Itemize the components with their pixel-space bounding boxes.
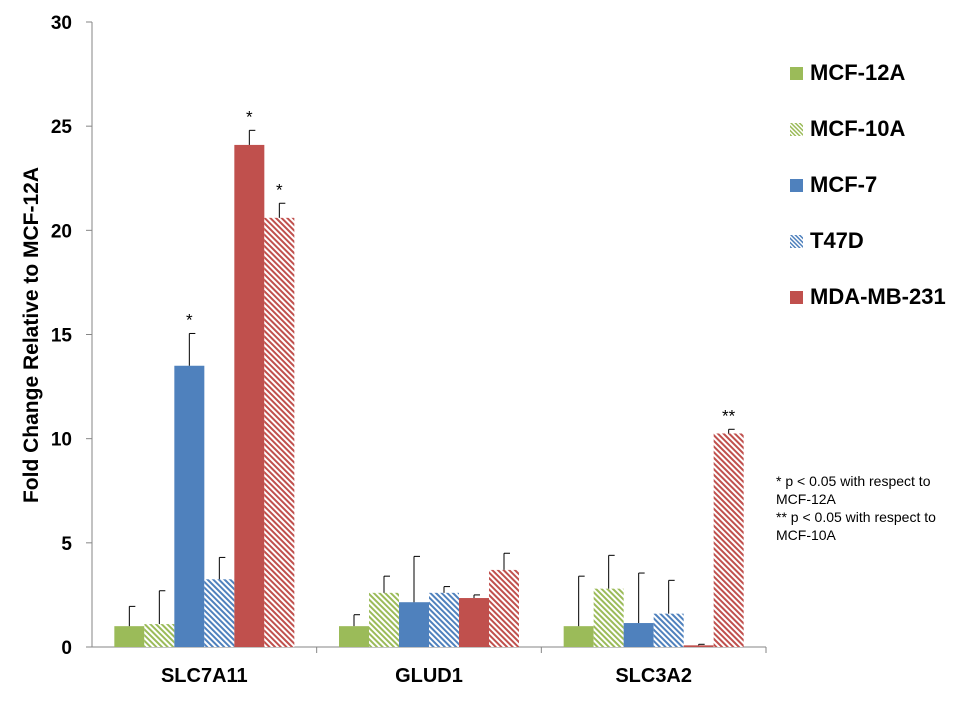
y-tick-label: 25 [51, 117, 73, 138]
legend-label-mcf-10a: MCF-10A [810, 116, 906, 141]
bar [339, 626, 369, 647]
bar [713, 433, 744, 647]
significance-marker: * [186, 310, 193, 329]
legend-item-mda-mb-231: MDA-MB-231 [790, 282, 955, 352]
significance-note: * p < 0.05 with respect to MCF-12A ** p … [776, 472, 960, 544]
legend-label-t47d: T47D [810, 228, 864, 253]
y-tick-label: 0 [61, 638, 72, 659]
note-line-3: ** p < 0.05 with respect to [776, 509, 936, 525]
y-tick-label: 15 [51, 326, 73, 347]
bar [429, 592, 459, 647]
bar [653, 613, 684, 647]
bar [459, 598, 489, 647]
bar [114, 626, 145, 647]
y-axis-title: Fold Change Relative to MCF-12A [20, 167, 43, 503]
bar [234, 144, 265, 647]
bar [683, 645, 714, 647]
legend-item-t47d: T47D [790, 226, 955, 282]
bar [489, 569, 519, 647]
legend-item-mcf-12a: MCF-12A [790, 58, 955, 114]
y-tick-label: 30 [51, 13, 72, 34]
x-tick-label: SLC3A2 [615, 665, 692, 687]
bar [623, 623, 654, 647]
legend-item-mcf-10a: MCF-10A [790, 114, 955, 170]
bar [264, 217, 295, 648]
y-tick-label: 10 [51, 430, 72, 451]
legend-swatch-mcf-10a [790, 123, 803, 136]
note-line-2: MCF-12A [776, 491, 836, 507]
bar [144, 624, 175, 647]
x-tick-label: GLUD1 [395, 665, 463, 687]
legend-swatch-mda-mb-231 [790, 291, 803, 304]
significance-marker: * [276, 180, 283, 199]
note-line-1: * p < 0.05 with respect to [776, 473, 931, 489]
bar [369, 592, 399, 647]
x-tick-label: SLC7A11 [161, 665, 248, 687]
legend-swatch-t47d [790, 235, 803, 248]
y-tick-label: 20 [51, 221, 72, 242]
legend-swatch-mcf-12a [790, 67, 803, 80]
legend: MCF-12A MCF-10A MCF-7 T47D MDA-MB-231 [790, 58, 955, 352]
legend-label-mcf-7: MCF-7 [810, 172, 878, 197]
bar [399, 602, 429, 647]
legend-label-mda-mb-231: MDA-MB-231 [810, 284, 946, 309]
note-line-4: MCF-10A [776, 527, 836, 543]
legend-label-mcf-12a: MCF-12A [810, 60, 906, 85]
legend-item-mcf-7: MCF-7 [790, 170, 955, 226]
bar [563, 626, 594, 647]
significance-marker: ** [722, 406, 736, 425]
bar [204, 579, 235, 647]
bar [174, 365, 205, 647]
bar [593, 588, 624, 647]
significance-marker: * [246, 107, 253, 126]
y-tick-label: 5 [61, 534, 72, 555]
legend-swatch-mcf-7 [790, 179, 803, 192]
